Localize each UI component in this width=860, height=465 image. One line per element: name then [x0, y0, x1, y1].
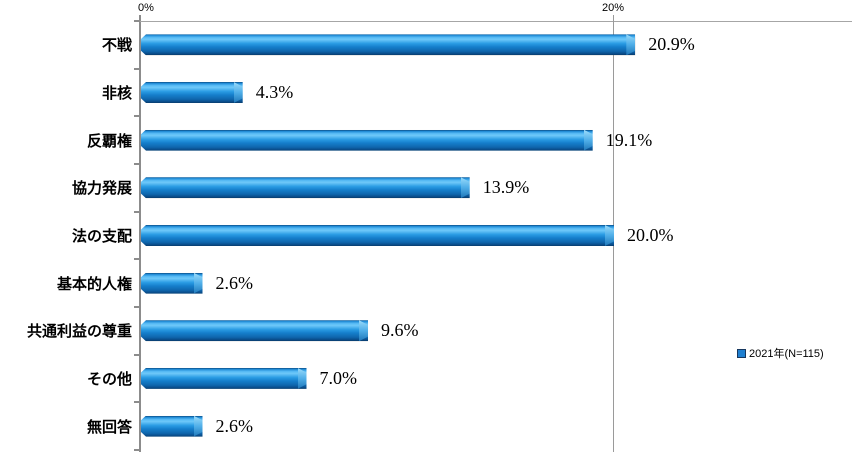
bar-area: 2.6%: [132, 415, 860, 437]
bar-row: その他 7.0%: [0, 355, 860, 403]
bar: [141, 415, 203, 437]
axis-tick: [134, 20, 140, 22]
bar-row: 無回答 2.6%: [0, 402, 860, 450]
bar-row: 不戦 20.9%: [0, 21, 860, 69]
bar-area: 2.6%: [132, 272, 860, 294]
bar-row: 共通利益の尊重 9.6%: [0, 307, 860, 355]
value-label: 4.3%: [255, 81, 294, 102]
category-label: 基本的人権: [56, 275, 132, 293]
category-label: 協力発展: [71, 180, 132, 198]
bar-area: 4.3%: [132, 81, 860, 103]
bar-area: 9.6%: [132, 320, 860, 342]
plot-top-border: [140, 21, 852, 22]
axis-tick: [134, 449, 140, 451]
category-label: その他: [86, 370, 132, 388]
bar-area: 20.0%: [132, 224, 860, 246]
x-tick-label-0: 0%: [138, 2, 154, 14]
bar: [141, 320, 368, 342]
axis-tick: [134, 353, 140, 356]
legend: 2021年(N=115): [737, 345, 824, 361]
bar-row: 反覇権 19.1%: [0, 116, 860, 164]
axis-tick: [134, 115, 140, 118]
category-label: 共通利益の尊重: [26, 323, 132, 341]
category-label: 非核: [101, 84, 132, 102]
bar: [141, 81, 243, 103]
bar-row: 非核 4.3%: [0, 69, 860, 117]
value-label: 20.9%: [648, 34, 695, 55]
value-label: 9.6%: [381, 320, 419, 341]
axis-tick: [134, 163, 140, 165]
axis-tick: [134, 258, 140, 261]
value-label: 7.0%: [319, 367, 358, 388]
value-label: 20.0%: [627, 224, 674, 245]
bar: [141, 177, 470, 199]
bar: [141, 272, 203, 294]
legend-label: 2021年(N=115): [749, 348, 824, 360]
category-label: 不戦: [101, 37, 132, 55]
bar-area: 7.0%: [132, 367, 860, 389]
bar-area: 13.9%: [132, 177, 860, 199]
axis-tick: [134, 401, 140, 404]
value-label: 13.9%: [482, 177, 530, 198]
value-label: 19.1%: [605, 129, 653, 150]
axis-tick: [134, 306, 140, 308]
value-label: 2.6%: [215, 272, 254, 293]
value-label: 2.6%: [215, 415, 254, 436]
axis-tick: [134, 67, 140, 70]
legend-swatch-icon: [737, 348, 746, 358]
bar-area: 20.9%: [132, 34, 860, 56]
category-label: 法の支配: [71, 227, 132, 245]
bar-rows: 不戦 20.9% 非核 4.3% 反覇権 19.1% 協力発展 13.: [0, 21, 860, 450]
bar-row: 基本的人権 2.6%: [0, 259, 860, 307]
bar: [141, 224, 614, 246]
bar-area: 19.1%: [132, 129, 860, 151]
y-axis-line: [139, 15, 141, 452]
category-label: 無回答: [86, 418, 132, 436]
bar-row: 協力発展 13.9%: [0, 164, 860, 212]
bar-row: 法の支配 20.0%: [0, 212, 860, 260]
bar: [141, 367, 307, 389]
bar: [141, 129, 593, 151]
bar: [141, 34, 636, 56]
category-label: 反覇権: [86, 132, 132, 150]
axis-tick: [134, 210, 140, 213]
x-tick-label-20: 20%: [601, 2, 625, 14]
